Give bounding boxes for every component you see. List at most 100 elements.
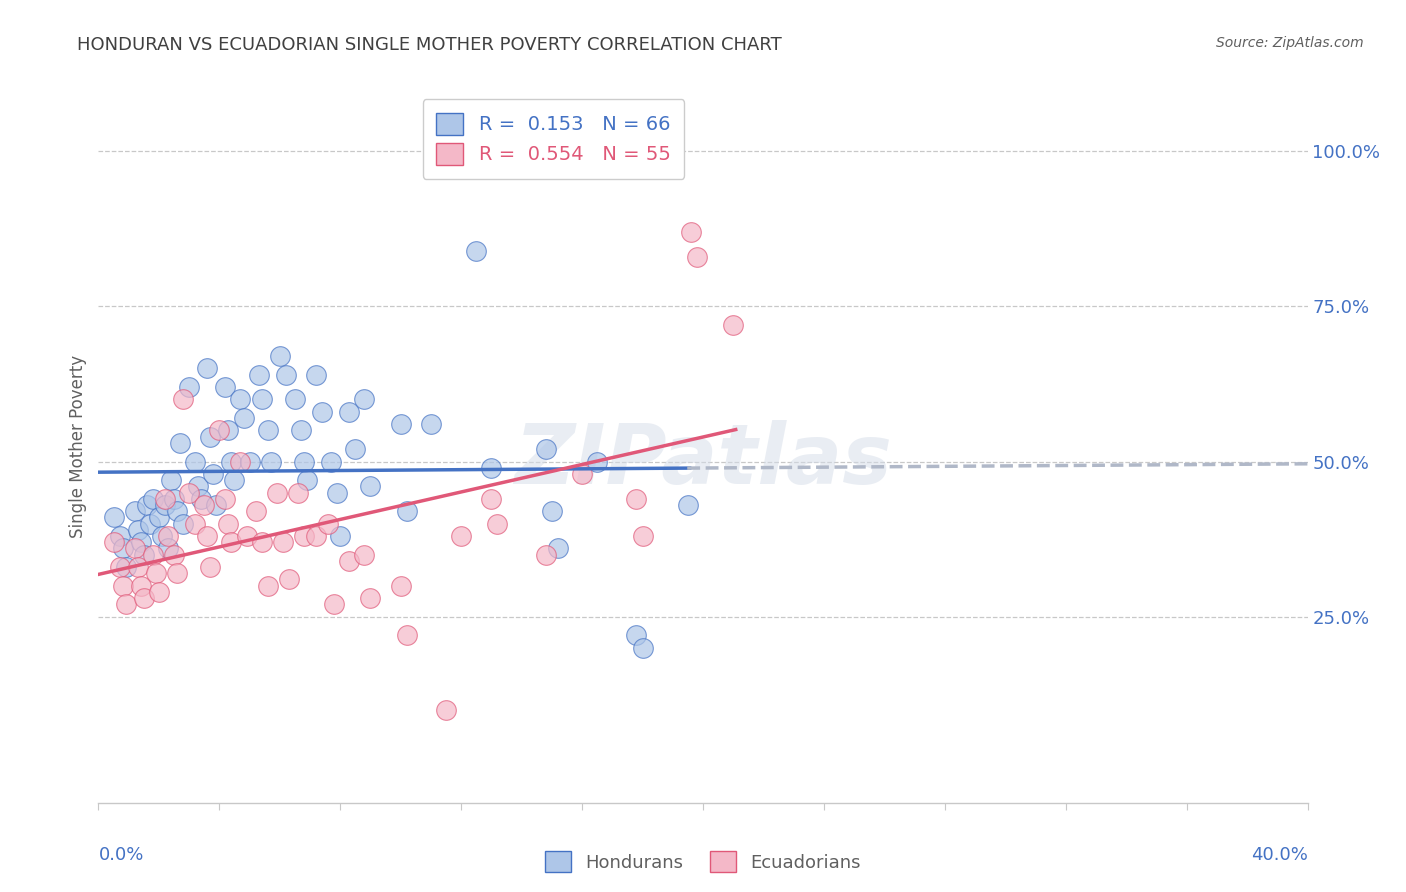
Point	[481, 491, 503, 506]
Point	[114, 560, 136, 574]
Point	[132, 548, 155, 562]
Point	[305, 529, 328, 543]
Point	[179, 380, 201, 394]
Point	[316, 516, 339, 531]
Point	[127, 523, 149, 537]
Point	[337, 554, 360, 568]
Point	[187, 479, 209, 493]
Point	[420, 417, 443, 432]
Point	[127, 560, 149, 574]
Point	[148, 584, 170, 599]
Point	[631, 640, 654, 655]
Point	[103, 510, 125, 524]
Y-axis label: Single Mother Poverty: Single Mother Poverty	[69, 354, 87, 538]
Point	[274, 368, 297, 382]
Point	[229, 454, 252, 468]
Point	[547, 541, 569, 556]
Point	[129, 579, 152, 593]
Point	[389, 579, 412, 593]
Point	[200, 430, 222, 444]
Point	[360, 479, 382, 493]
Point	[195, 361, 218, 376]
Point	[679, 225, 702, 239]
Point	[184, 516, 207, 531]
Point	[221, 454, 243, 468]
Point	[124, 541, 146, 556]
Point	[353, 548, 375, 562]
Point	[337, 405, 360, 419]
Point	[156, 541, 179, 556]
Point	[124, 504, 146, 518]
Point	[111, 579, 134, 593]
Point	[626, 491, 648, 506]
Point	[360, 591, 382, 605]
Point	[266, 485, 288, 500]
Point	[156, 529, 179, 543]
Point	[172, 392, 194, 407]
Point	[395, 628, 418, 642]
Point	[205, 498, 228, 512]
Point	[260, 454, 283, 468]
Point	[540, 504, 562, 518]
Point	[108, 529, 131, 543]
Point	[114, 597, 136, 611]
Point	[247, 368, 270, 382]
Point	[129, 535, 152, 549]
Point	[166, 566, 188, 581]
Point	[166, 504, 188, 518]
Text: Source: ZipAtlas.com: Source: ZipAtlas.com	[1216, 36, 1364, 50]
Point	[208, 424, 231, 438]
Point	[163, 491, 186, 506]
Point	[290, 424, 312, 438]
Point	[250, 535, 273, 549]
Point	[163, 548, 186, 562]
Point	[224, 473, 246, 487]
Point	[676, 498, 699, 512]
Point	[142, 491, 165, 506]
Point	[200, 560, 222, 574]
Point	[217, 516, 239, 531]
Point	[108, 560, 131, 574]
Point	[184, 454, 207, 468]
Text: ZIPatlas: ZIPatlas	[515, 420, 891, 500]
Text: 0.0%: 0.0%	[98, 847, 143, 864]
Point	[153, 491, 176, 506]
Point	[148, 510, 170, 524]
Point	[153, 498, 176, 512]
Point	[235, 529, 257, 543]
Point	[142, 548, 165, 562]
Point	[465, 244, 488, 258]
Point	[179, 485, 201, 500]
Point	[534, 442, 557, 456]
Point	[434, 703, 457, 717]
Point	[160, 473, 183, 487]
Point	[135, 498, 157, 512]
Point	[250, 392, 273, 407]
Point	[232, 411, 254, 425]
Point	[389, 417, 412, 432]
Point	[214, 491, 236, 506]
Point	[172, 516, 194, 531]
Point	[292, 529, 315, 543]
Point	[111, 541, 134, 556]
Point	[269, 349, 291, 363]
Point	[132, 591, 155, 605]
Point	[534, 548, 557, 562]
Point	[239, 454, 262, 468]
Point	[295, 473, 318, 487]
Point	[256, 579, 278, 593]
Point	[686, 250, 709, 264]
Point	[305, 368, 328, 382]
Point	[344, 442, 367, 456]
Point	[139, 516, 162, 531]
Point	[626, 628, 648, 642]
Point	[271, 535, 294, 549]
Point	[190, 491, 212, 506]
Point	[195, 529, 218, 543]
Point	[145, 566, 167, 581]
Point	[256, 424, 278, 438]
Point	[323, 597, 346, 611]
Legend: Hondurans, Ecuadorians: Hondurans, Ecuadorians	[538, 844, 868, 880]
Point	[193, 498, 215, 512]
Point	[292, 454, 315, 468]
